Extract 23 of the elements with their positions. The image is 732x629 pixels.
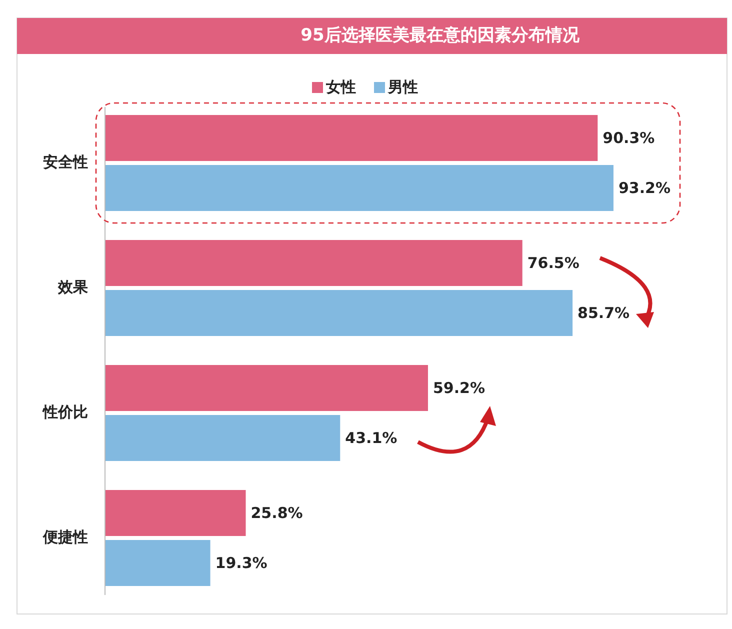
y-tick-label: 便捷性 [42, 528, 88, 546]
legend-label: 女性 [325, 78, 356, 96]
bar [105, 165, 614, 211]
bar [105, 415, 340, 461]
data-label: 25.8% [250, 504, 303, 522]
data-label: 59.2% [432, 379, 486, 398]
bar [105, 365, 428, 411]
data-label: 19.3% [215, 554, 268, 572]
data-label: 85.7% [578, 304, 630, 322]
bar [105, 240, 522, 286]
bar [105, 115, 598, 161]
data-label: 90.3% [602, 129, 655, 148]
y-tick-label: 安全性 [43, 153, 88, 172]
bar [105, 540, 210, 586]
data-label: 76.5% [527, 254, 580, 272]
y-tick-label: 性价比 [42, 403, 88, 422]
bar [105, 490, 246, 536]
legend-label: 男性 [387, 78, 418, 96]
bar [105, 290, 573, 336]
y-tick-label: 效果 [57, 278, 89, 296]
data-label: 93.2% [618, 179, 671, 198]
data-label: 43.1% [345, 429, 398, 448]
chart-title: 95后选择医美最在意的因素分布情况 [300, 26, 580, 46]
